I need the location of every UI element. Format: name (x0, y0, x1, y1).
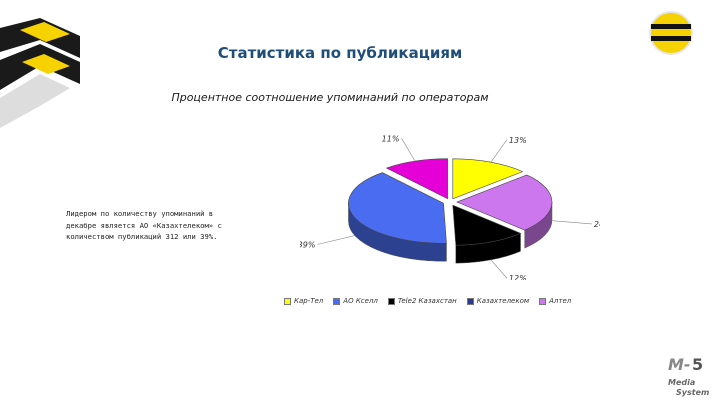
media-system-logo: M- 5 Media System (668, 355, 709, 397)
legend-label: АО Кселл (343, 297, 378, 305)
brand-line-2: System (676, 388, 709, 397)
leader-line (490, 259, 508, 279)
legend-item: Tele2 Казахстан (387, 297, 457, 305)
legend-label: Казахтелеком (476, 297, 530, 305)
legend-swatch (539, 297, 547, 305)
summary-text: Лидером по количеству упоминаний в декаб… (66, 208, 266, 243)
legend-label: Кар-Тел (294, 297, 324, 305)
legend-swatch (387, 297, 395, 305)
brand-line-1: Media (668, 378, 695, 387)
slice-data-label: 11% (382, 134, 400, 143)
chart-subtitle: Процентное соотношение упоминаний по опе… (171, 91, 489, 104)
leader-line (490, 139, 508, 163)
brand-logo-icon (649, 11, 693, 55)
svg-text:M-: M- (668, 355, 691, 374)
legend-label: Tele2 Казахстан (397, 297, 457, 305)
chart-legend: Кар-Тел АО Кселл Tele2 Казахстан Казахтелек… (284, 297, 644, 305)
leader-line (401, 138, 416, 162)
legend-item: Алтел (539, 297, 571, 305)
legend-swatch (466, 297, 474, 305)
slice-data-label: 13% (509, 136, 527, 145)
pie-slice (348, 172, 447, 244)
leader-line (317, 235, 355, 245)
summary-line: Лидером по количеству упоминаний в (66, 209, 214, 218)
slice-data-label: 24% (594, 220, 600, 229)
summary-line: декабре является АО «Казахтелеком» с (66, 220, 222, 230)
leader-line (551, 220, 592, 225)
legend-swatch (284, 297, 291, 305)
summary-line: количеством публикаций 312 или 39%. (66, 232, 218, 241)
legend-item: АО Кселл (333, 297, 378, 305)
legend-item: Казахтелеком (466, 297, 530, 305)
legend-item: Кар-Тел (284, 297, 323, 305)
slice-data-label: 39% (300, 241, 315, 250)
legend-swatch (333, 297, 341, 305)
pie-slice (452, 204, 522, 246)
decorative-stripes-graphic (0, 18, 80, 128)
slice-data-label: 12% (509, 274, 527, 280)
pie-chart: 13% 24% 12% 39% 11% (300, 134, 600, 280)
pie-slice (385, 158, 448, 200)
svg-text:5: 5 (692, 355, 703, 374)
pie-slice (456, 174, 553, 231)
page-title: Статистика по публикациям (217, 44, 463, 62)
legend-label: Алтел (549, 297, 572, 305)
